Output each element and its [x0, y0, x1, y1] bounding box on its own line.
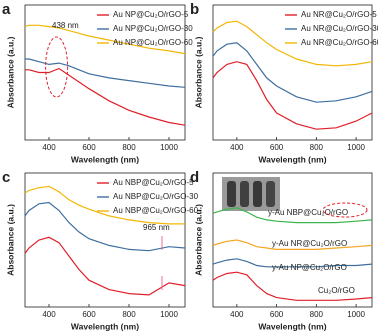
spectrum-line [25, 58, 186, 88]
x-tick-label: 400 [42, 143, 56, 152]
panel-letter: c [2, 169, 10, 186]
spectrum-line [24, 185, 185, 225]
y-axis-title: Absorbance (a.u.) [5, 36, 15, 108]
curve-label: y-Au NR@Cu₂O/rGO [272, 239, 347, 248]
highlight-ellipse [45, 36, 69, 98]
x-tick-label: 1000 [347, 310, 365, 319]
legend-label: Au NP@Cu₂O/rGO-60 [113, 38, 193, 47]
annotation: 438 nm [52, 21, 79, 30]
plot-frame [24, 172, 186, 308]
curve-label: y-Au NBP@Cu₂O/rGO [268, 208, 348, 217]
x-tick-label: 1000 [160, 143, 178, 152]
x-tick-label: 400 [230, 310, 244, 319]
x-tick-label: 1000 [160, 310, 178, 319]
panel-letter: b [190, 1, 199, 18]
spectrum-line [212, 20, 373, 67]
x-axis-title: Wavelength (nm) [258, 321, 326, 331]
plot-frame [212, 172, 373, 308]
legend-label: Au NBP@Cu₂O/rGO-60 [113, 206, 199, 215]
x-tick-label: 400 [42, 310, 56, 319]
spectrum-line [212, 258, 373, 268]
legend-label: Au NP@Cu₂O/rGO-5 [113, 10, 189, 19]
panel-letter: a [2, 1, 11, 18]
x-axis-title: Wavelength (nm) [258, 154, 326, 164]
spectrum-line [212, 207, 373, 224]
spectrum-line [24, 201, 186, 252]
plot-frame [212, 4, 373, 141]
legend-label: Au NBP@Cu₂O/rGO-5 [113, 178, 194, 187]
spectrum-line [212, 239, 373, 250]
x-tick-label: 800 [122, 310, 136, 319]
legend-label: Au NR@Cu₂O/rGO-5 [301, 10, 377, 19]
spectrum-line [25, 67, 186, 126]
x-tick-label: 600 [270, 310, 284, 319]
spectrum-line [212, 271, 373, 301]
x-tick-label: 1000 [347, 143, 365, 152]
x-tick-label: 800 [310, 310, 324, 319]
y-axis-title: Absorbance (a.u.) [5, 204, 15, 276]
curve-label: Cu₂O/rGO [318, 286, 355, 295]
legend-label: Au NR@Cu₂O/rGO-60 [301, 38, 378, 47]
spectrum-line [24, 24, 186, 55]
legend-label: Au NP@Cu₂O/rGO-30 [113, 24, 193, 33]
y-axis-title: Absorbance (a.u.) [193, 204, 203, 276]
spectrum-line [212, 61, 373, 130]
x-tick-label: 400 [230, 143, 244, 152]
x-tick-label: 800 [122, 143, 136, 152]
x-tick-label: 600 [82, 143, 96, 152]
x-axis-title: Wavelength (nm) [71, 154, 139, 164]
x-tick-label: 600 [270, 143, 284, 152]
legend-label: Au NR@Cu₂O/rGO-30 [301, 24, 378, 33]
x-tick-label: 600 [82, 310, 96, 319]
y-axis-title: Absorbance (a.u.) [193, 36, 203, 108]
legend-label: Au NBP@Cu₂O/rGO-30 [113, 192, 199, 201]
curve-label: y-Au NP@Cu₂O/rGO [272, 263, 347, 272]
panel-letter: d [190, 169, 199, 186]
plot-frame [24, 4, 186, 141]
spectrum-line [24, 236, 186, 296]
annotation: 965 nm [143, 223, 170, 232]
inset-photo [222, 177, 280, 211]
highlight-ellipse [322, 202, 368, 218]
x-axis-title: Wavelength (nm) [71, 321, 139, 331]
spectrum-line [212, 42, 373, 103]
x-tick-label: 800 [310, 143, 324, 152]
